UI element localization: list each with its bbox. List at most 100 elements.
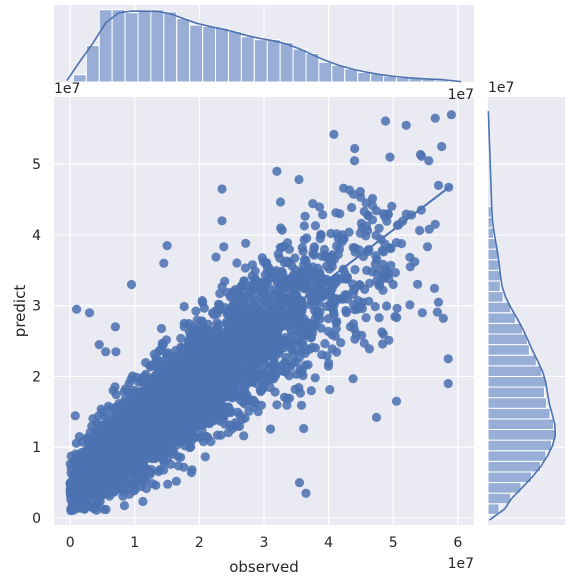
scatter-point	[176, 333, 186, 343]
scatter-point	[215, 376, 225, 386]
top-histogram-bar	[344, 68, 359, 83]
scatter-point	[401, 209, 411, 219]
scatter-point	[267, 360, 277, 370]
right-histogram-bar	[487, 397, 548, 409]
scatter-point	[370, 302, 380, 312]
scatter-point	[157, 338, 167, 348]
scatter-point	[335, 209, 345, 219]
scatter-point	[188, 388, 198, 398]
scatter-point	[303, 360, 313, 370]
scatter-point	[310, 221, 320, 231]
scatter-point	[119, 501, 129, 511]
scatter-point	[220, 276, 230, 286]
scatter-point	[197, 425, 207, 435]
scatter-point	[378, 285, 388, 295]
top-histogram-bar	[240, 36, 255, 83]
scatter-point	[276, 283, 286, 293]
scatter-point	[382, 216, 392, 226]
scatter-point	[134, 410, 144, 420]
scatter-point	[264, 282, 274, 292]
scatter-point	[71, 460, 81, 470]
top-histogram-bar	[163, 11, 178, 83]
scatter-point	[228, 369, 238, 379]
scatter-point	[363, 210, 373, 220]
scatter-point	[271, 370, 281, 380]
scatter-point	[154, 467, 164, 477]
top-histogram-bar	[176, 17, 191, 83]
top-marginal-offset-label: 1e7	[448, 87, 474, 103]
scatter-point	[83, 433, 93, 443]
scatter-point	[349, 284, 359, 294]
scatter-point	[119, 467, 130, 477]
scatter-point	[390, 312, 400, 322]
scatter-point	[278, 365, 288, 376]
scatter-point	[371, 206, 381, 216]
scatter-point	[111, 347, 121, 357]
scatter-point	[272, 400, 282, 410]
scatter-point	[302, 263, 312, 274]
y-tick-label: 1	[32, 440, 41, 456]
scatter-point	[417, 308, 427, 318]
scatter-point	[250, 274, 260, 284]
scatter-point	[391, 396, 402, 406]
scatter-point	[330, 331, 340, 341]
scatter-point	[378, 209, 389, 219]
scatter-point	[260, 291, 270, 301]
scatter-point	[184, 396, 194, 406]
scatter-point	[385, 243, 395, 253]
scatter-point	[225, 405, 236, 416]
scatter-point	[70, 411, 80, 421]
scatter-point	[110, 444, 120, 455]
scatter-point	[111, 390, 121, 400]
scatter-point	[125, 449, 135, 459]
scatter-point	[110, 322, 120, 332]
scatter-point	[90, 440, 100, 450]
scatter-point	[172, 427, 182, 437]
scatter-point	[131, 430, 141, 440]
scatter-point	[365, 278, 375, 288]
scatter-point	[299, 314, 309, 324]
scatter-point	[149, 349, 159, 359]
right-histogram-bar	[487, 322, 523, 335]
scatter-point	[161, 406, 171, 417]
scatter-point	[333, 233, 343, 244]
right-histogram-bar	[487, 354, 537, 367]
scatter-point	[101, 347, 111, 357]
scatter-point	[66, 451, 76, 461]
right-histogram-bar	[487, 450, 547, 462]
scatter-point	[332, 347, 342, 357]
scatter-point	[336, 338, 346, 348]
scatter-point	[141, 483, 151, 494]
right-histogram	[487, 206, 557, 515]
scatter-point	[136, 466, 146, 476]
scatter-point	[392, 303, 402, 313]
scatter-point	[163, 366, 173, 376]
scatter-point	[89, 466, 99, 476]
scatter-point	[87, 487, 97, 497]
scatter-point	[266, 299, 277, 309]
scatter-point	[240, 263, 250, 273]
scatter-point	[340, 268, 350, 278]
scatter-point	[285, 313, 295, 323]
scatter-point	[422, 242, 433, 252]
scatter-point	[120, 477, 130, 487]
scatter-point	[296, 400, 307, 410]
scatter-point	[163, 479, 173, 489]
scatter-point	[226, 392, 236, 402]
scatter-point	[234, 309, 244, 319]
scatter-point	[348, 189, 359, 199]
y-axis-label: predict	[11, 285, 29, 338]
scatter-point	[384, 335, 394, 345]
scatter-point	[72, 304, 82, 314]
scatter-point	[417, 151, 427, 161]
scatter-point	[220, 370, 230, 380]
scatter-point	[323, 361, 333, 371]
scatter-point	[225, 319, 235, 329]
scatter-point	[364, 344, 374, 354]
scatter-point	[173, 417, 183, 427]
top-histogram-bar	[202, 26, 217, 83]
scatter-point	[134, 387, 144, 397]
scatter-point	[141, 369, 151, 379]
scatter-point	[241, 380, 251, 390]
x-offset-label: 1e7	[448, 556, 474, 572]
